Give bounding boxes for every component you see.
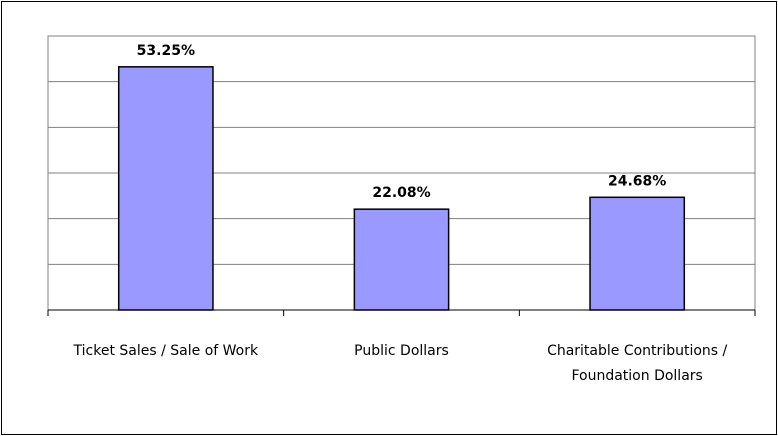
data-label: 53.25% [137, 43, 195, 59]
bar [353, 208, 450, 311]
bar [117, 66, 214, 311]
data-label: 24.68% [608, 173, 666, 189]
bar [589, 196, 686, 311]
data-label: 22.08% [372, 185, 430, 201]
x-tick-label: Public Dollars [354, 343, 449, 359]
x-tick-label: Ticket Sales / Sale of Work [73, 343, 259, 359]
x-tick-label: Charitable Contributions / Foundation Do… [547, 343, 728, 384]
